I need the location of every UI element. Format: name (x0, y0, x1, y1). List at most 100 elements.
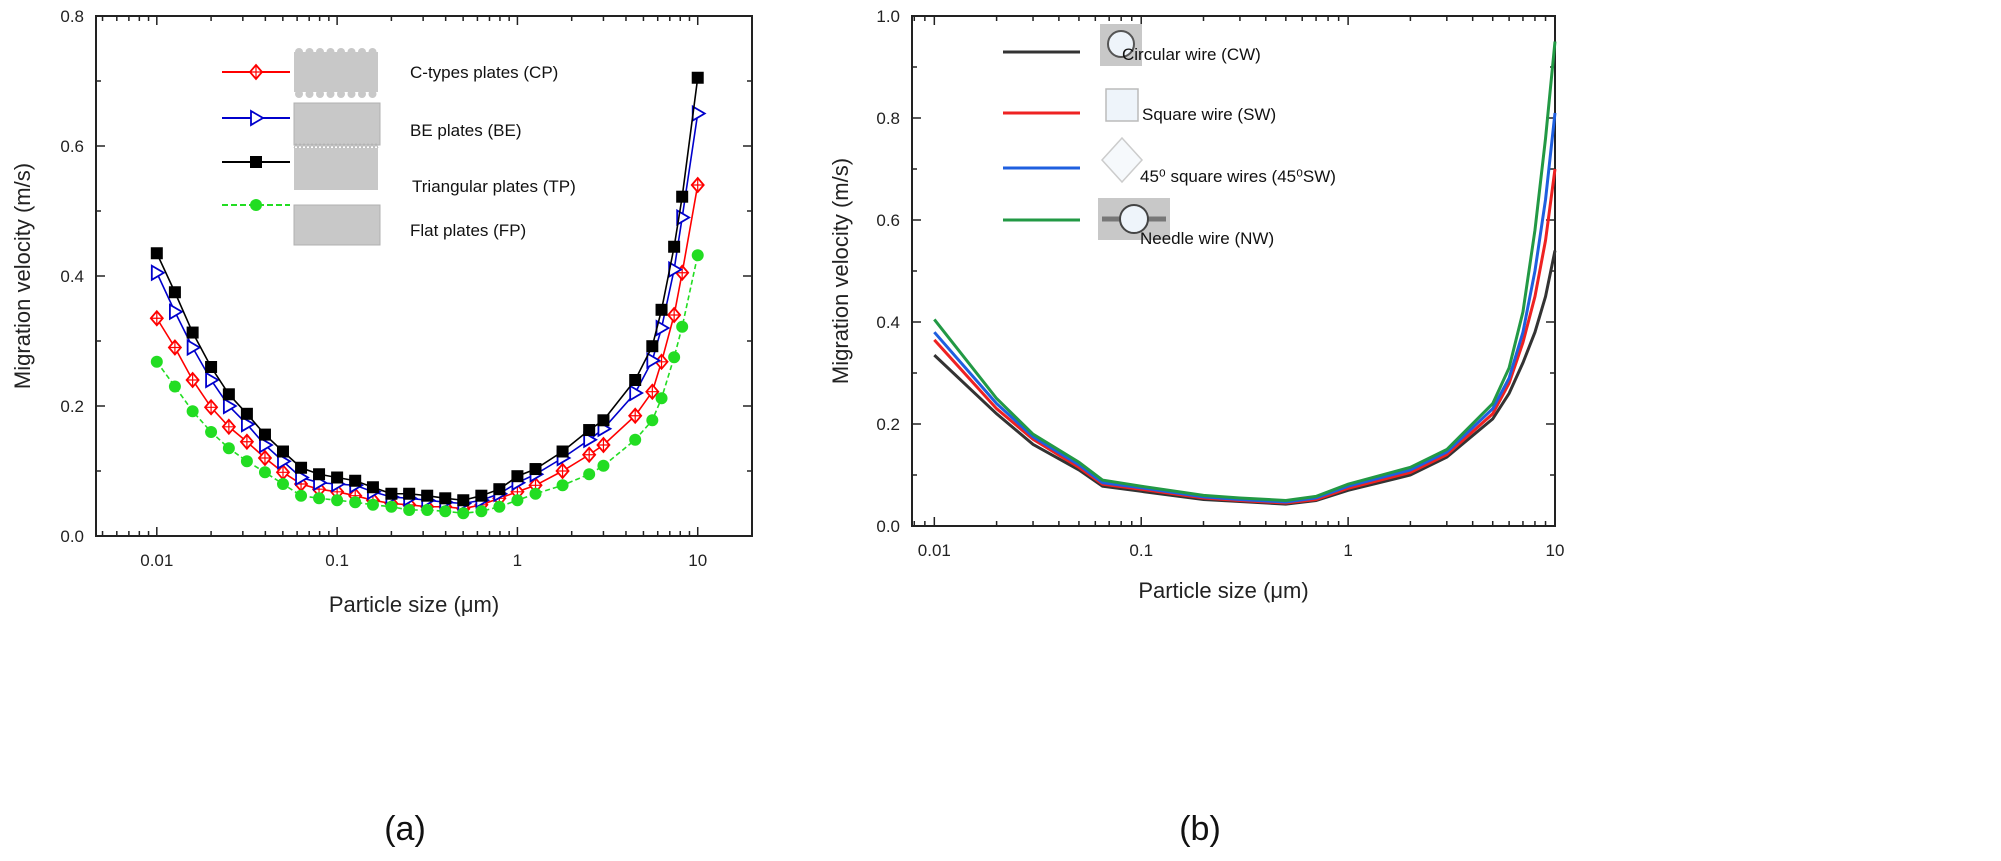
data-point-triangle-icon (629, 384, 644, 402)
data-point-circle-icon (556, 479, 569, 492)
needle-wire-icon (1119, 204, 1149, 234)
corrugation-bump (305, 48, 314, 56)
data-point-square-icon (655, 303, 668, 316)
corrugation-bump (358, 48, 366, 56)
data-point-square-icon (366, 481, 379, 494)
legend-label: C-types plates (CP) (410, 63, 558, 82)
y-tick-label: 0.8 (876, 109, 900, 128)
data-point-square-icon (556, 445, 569, 458)
data-point-square-icon (385, 487, 398, 500)
data-point-cross-icon (186, 373, 199, 387)
series-line (156, 77, 699, 502)
series-1 (150, 104, 707, 513)
data-point-circle-icon (421, 504, 434, 516)
data-point-circle-icon (258, 466, 271, 479)
data-point-square-icon (205, 361, 218, 373)
x-axis-label: Particle size (μm) (329, 592, 499, 617)
data-point-circle-icon (205, 426, 218, 438)
chart-panel-b: 0.01 0.1 1 10 0.0 0.2 0.4 0.6 0.8 1.0 Particle siz… (828, 7, 1564, 848)
panel-label: (a) (384, 810, 426, 848)
corrugation-bump (316, 48, 324, 56)
data-point-circle-icon (597, 459, 610, 472)
serration-teeth (293, 142, 379, 149)
data-point-circle-icon (511, 494, 524, 507)
data-point-square-icon (186, 326, 199, 339)
data-point-triangle-icon (277, 452, 292, 470)
x-tick-label: 1 (1343, 541, 1352, 560)
series-line (933, 112, 1557, 504)
data-point-cross-icon (205, 400, 218, 415)
legend-label: BE plates (BE) (410, 121, 522, 140)
panel-label: (b) (1179, 810, 1221, 848)
legend-marker-square-icon (250, 156, 262, 168)
data-point-cross-icon (556, 464, 569, 478)
series-0 (933, 250, 1557, 506)
data-point-cross-icon (168, 340, 181, 355)
series-1 (933, 168, 1557, 505)
data-point-square-icon (295, 461, 308, 474)
data-point-triangle-icon (222, 397, 238, 415)
y-tick-label: 0.2 (876, 415, 900, 434)
legend-marker-triangle-icon (250, 109, 265, 127)
plot-frame (95, 15, 753, 537)
corrugation-bump (358, 90, 366, 98)
legend-marker-circle-icon (250, 199, 262, 211)
baffled-plate-icon (293, 102, 381, 146)
data-point-circle-icon (457, 507, 470, 520)
series-3 (933, 41, 1557, 503)
data-point-triangle-icon (186, 338, 202, 357)
plot-frame (911, 15, 1556, 527)
x-tick-label: 10 (1546, 541, 1565, 560)
corrugation-bump (337, 48, 345, 56)
data-point-triangle-icon (691, 104, 707, 123)
corrugation-bump (326, 48, 335, 56)
serrated-plate-icon (294, 148, 378, 190)
legend-label: Square wire (SW) (1142, 105, 1276, 124)
data-point-cross-icon (150, 311, 163, 326)
data-point-triangle-icon (646, 351, 662, 370)
data-point-circle-icon (691, 249, 704, 262)
corrugation-bump (368, 90, 377, 98)
series-line (933, 41, 1557, 503)
data-point-cross-icon (668, 308, 681, 322)
data-point-cross-icon (629, 408, 642, 423)
data-point-triangle-icon (241, 415, 256, 433)
x-tick-label: 0.1 (1129, 541, 1153, 560)
data-point-circle-icon (150, 355, 163, 368)
series-line (933, 250, 1557, 506)
data-point-square-icon (676, 190, 689, 203)
series-line (156, 255, 699, 515)
legend-label: Needle wire (NW) (1140, 229, 1274, 248)
data-point-circle-icon (529, 487, 542, 500)
series-3 (150, 249, 704, 520)
data-point-cross-icon (240, 434, 253, 449)
data-point-circle-icon (439, 505, 452, 518)
y-tick-label: 0.4 (60, 267, 84, 286)
series-2 (150, 71, 704, 507)
data-point-circle-icon (366, 498, 379, 511)
data-point-square-icon (331, 471, 344, 484)
data-point-cross-icon (691, 178, 704, 192)
data-point-square-icon (475, 489, 488, 502)
data-point-square-icon (150, 247, 163, 260)
data-point-square-icon (403, 487, 416, 500)
data-point-circle-icon (646, 414, 659, 427)
data-point-square-icon (646, 340, 659, 353)
data-point-square-icon (597, 414, 610, 427)
corrugation-bump (295, 90, 303, 98)
data-point-triangle-icon (169, 303, 184, 321)
data-point-circle-icon (583, 468, 596, 481)
y-tick-label: 0.6 (60, 137, 84, 156)
data-point-square-icon (629, 374, 642, 386)
y-tick-label: 0.4 (876, 313, 900, 332)
data-point-circle-icon (222, 442, 235, 455)
data-point-circle-icon (676, 320, 689, 333)
corrugation-bump (337, 90, 345, 98)
data-point-circle-icon (385, 500, 398, 513)
data-point-circle-icon (493, 500, 506, 513)
chart-panel-a: 0.01 0.1 1 10 0.0 0.2 0.4 0.6 0.8 Particle size (… (10, 7, 753, 848)
legend-label: Flat plates (FP) (410, 221, 526, 240)
y-axis-label: Migration velocity (m/s) (828, 158, 853, 384)
data-point-cross-icon (646, 384, 659, 399)
